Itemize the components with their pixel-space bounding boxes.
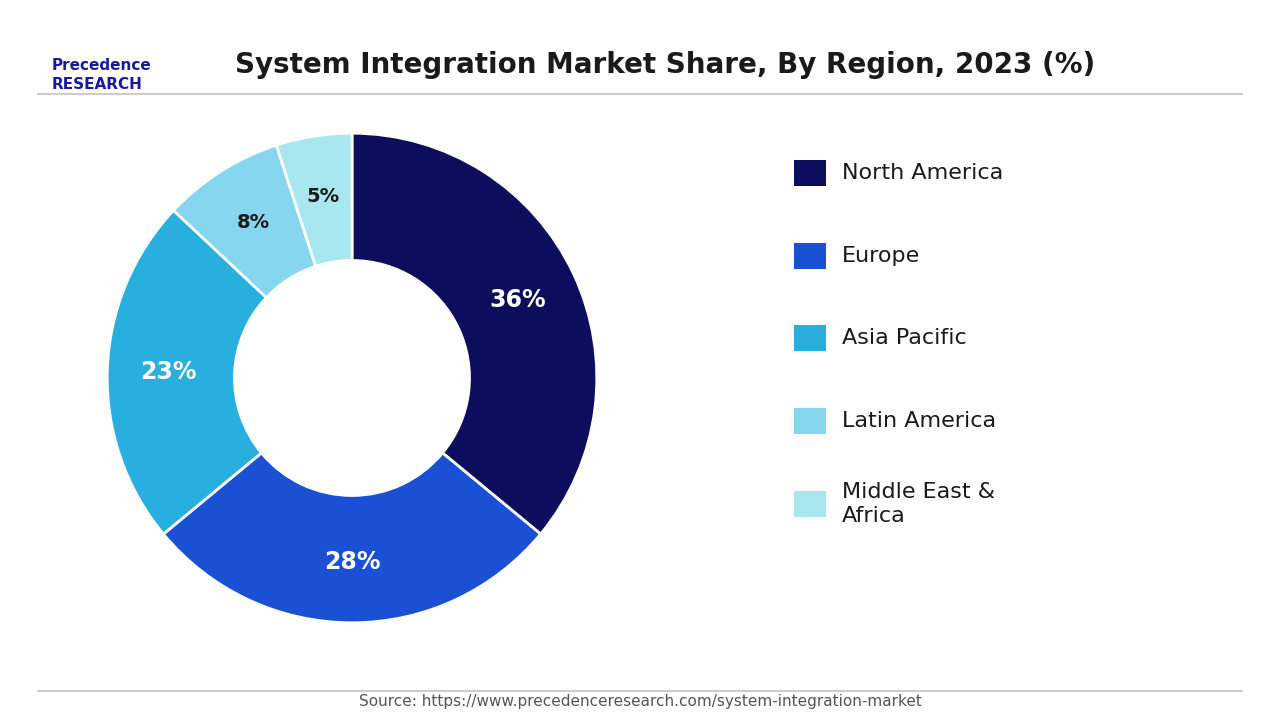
Text: Source: https://www.precedenceresearch.com/system-integration-market: Source: https://www.precedenceresearch.c… (358, 694, 922, 709)
Text: North America: North America (842, 163, 1004, 183)
Text: 36%: 36% (490, 288, 547, 312)
Wedge shape (108, 210, 266, 534)
Text: System Integration Market Share, By Region, 2023 (%): System Integration Market Share, By Regi… (236, 51, 1096, 78)
Text: 28%: 28% (324, 549, 380, 574)
Text: Europe: Europe (842, 246, 920, 266)
Wedge shape (174, 145, 316, 297)
Text: 23%: 23% (141, 360, 197, 384)
Text: Precedence
RESEARCH: Precedence RESEARCH (51, 58, 151, 92)
Text: 8%: 8% (237, 214, 270, 233)
Text: 5%: 5% (307, 187, 340, 206)
Wedge shape (164, 453, 540, 623)
Text: Middle East &
Africa: Middle East & Africa (842, 482, 996, 526)
Text: Asia Pacific: Asia Pacific (842, 328, 966, 348)
Wedge shape (276, 133, 352, 266)
Wedge shape (352, 133, 596, 534)
Text: Latin America: Latin America (842, 411, 996, 431)
